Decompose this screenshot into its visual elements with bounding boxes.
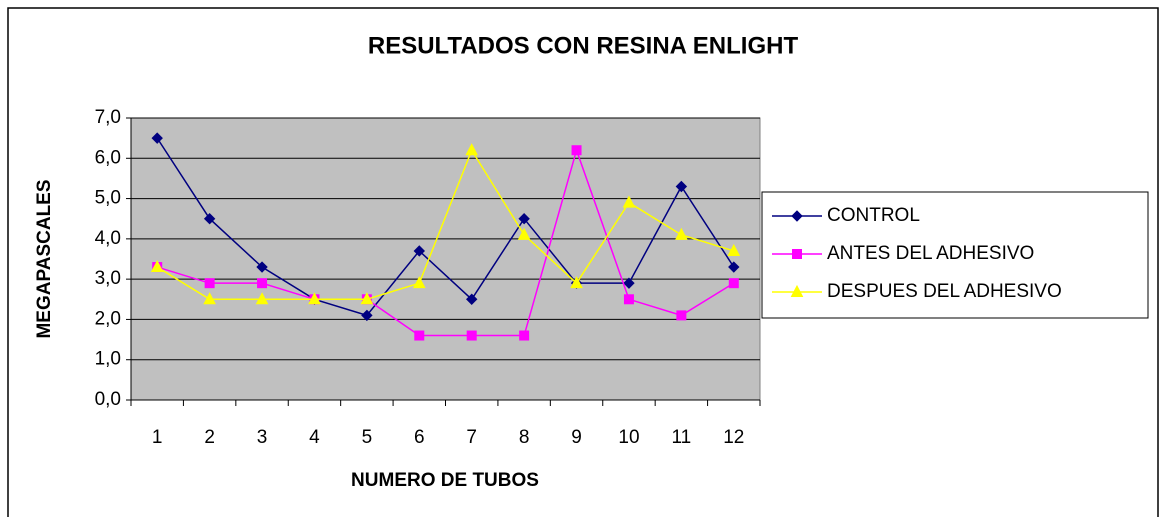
x-tick-label: 4	[309, 427, 320, 448]
x-tick-label: 7	[466, 427, 477, 448]
series-line	[156, 148, 735, 301]
data-point	[257, 278, 268, 289]
data-point	[517, 227, 531, 240]
data-point	[675, 227, 688, 240]
x-tick-label: 2	[204, 427, 215, 448]
data-point	[623, 277, 635, 289]
x-axis-title: NUMERO DE TUBOS	[351, 470, 539, 491]
y-tick-label: 3,0	[95, 268, 121, 289]
y-tick-label: 6,0	[95, 147, 121, 168]
data-point	[413, 245, 425, 257]
data-point	[255, 292, 269, 305]
data-point	[465, 143, 479, 156]
series-line	[156, 147, 735, 337]
data-point	[466, 330, 477, 341]
x-tick-label: 3	[257, 427, 268, 448]
data-point	[361, 309, 373, 322]
data-point	[728, 278, 739, 289]
data-point	[571, 145, 582, 156]
legend-label: CONTROL	[827, 205, 920, 226]
data-point	[676, 310, 687, 321]
data-point	[412, 276, 426, 289]
x-tick-label: 1	[152, 427, 163, 448]
legend-marker	[791, 210, 803, 222]
legend-box	[761, 191, 1149, 319]
data-point	[308, 292, 321, 305]
data-point	[256, 261, 268, 273]
series-line	[156, 137, 735, 317]
x-tick-label: 9	[571, 427, 582, 448]
data-point	[570, 276, 583, 289]
data-point	[466, 293, 478, 305]
legend-marker	[790, 284, 804, 297]
x-tick-label: 12	[723, 427, 744, 448]
data-point	[150, 259, 164, 273]
x-tick-label: 10	[618, 427, 639, 448]
y-tick-label: 5,0	[95, 188, 121, 209]
y-tick-label: 0,0	[95, 389, 121, 410]
plot-area	[130, 117, 761, 401]
legend-label: ANTES DEL ADHESIVO	[827, 243, 1034, 264]
chart-title: RESULTADOS CON RESINA ENLIGHT	[368, 32, 799, 59]
y-axis-title: MEGAPASCALES	[34, 179, 55, 338]
data-point	[414, 330, 425, 341]
data-point	[360, 292, 374, 305]
y-tick-label: 7,0	[95, 107, 121, 128]
data-point	[518, 213, 530, 225]
y-tick-label: 4,0	[95, 228, 121, 249]
y-tick-label: 2,0	[95, 308, 121, 329]
legend-marker	[792, 249, 802, 259]
y-tick-label: 1,0	[95, 349, 121, 370]
x-tick-label: 8	[519, 427, 530, 448]
data-point	[203, 292, 216, 305]
data-point	[203, 213, 216, 225]
data-point	[622, 195, 636, 208]
data-point	[519, 330, 530, 341]
x-tick-label: 5	[362, 427, 373, 448]
legend-label: DESPUES DEL ADHESIVO	[827, 281, 1062, 302]
data-point	[151, 132, 163, 144]
data-point	[623, 294, 634, 305]
x-tick-label: 11	[672, 427, 692, 448]
data-point	[727, 243, 741, 256]
data-point	[204, 278, 215, 289]
x-tick-label: 6	[414, 427, 425, 448]
data-point	[728, 261, 740, 273]
data-point	[675, 180, 688, 193]
